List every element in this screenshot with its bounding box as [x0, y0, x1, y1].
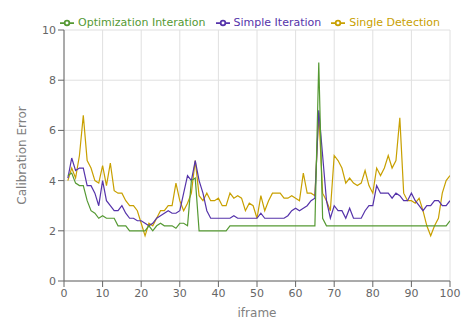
svg-text:30: 30: [173, 287, 187, 300]
svg-text:iframe: iframe: [238, 306, 277, 320]
svg-text:10: 10: [96, 287, 110, 300]
svg-text:50: 50: [250, 287, 264, 300]
svg-text:60: 60: [289, 287, 303, 300]
svg-text:8: 8: [49, 74, 56, 87]
html-text:Single Detection: Single Detection: [349, 16, 440, 29]
svg-text:40: 40: [211, 287, 225, 300]
svg-text:4: 4: [49, 175, 56, 188]
svg-text:2: 2: [49, 225, 56, 238]
svg-text:Calibration Error: Calibration Error: [15, 106, 29, 204]
svg-text:10: 10: [42, 24, 56, 37]
svg-text:0: 0: [61, 287, 68, 300]
svg-text:6: 6: [49, 124, 56, 137]
svg-text:0: 0: [49, 275, 56, 288]
svg-text:80: 80: [366, 287, 380, 300]
svg-text:100: 100: [440, 287, 461, 300]
svg-text:70: 70: [327, 287, 341, 300]
svg-text:20: 20: [134, 287, 148, 300]
svg-text:90: 90: [404, 287, 418, 300]
html-text:Simple Iteration: Simple Iteration: [233, 16, 322, 29]
html-text:Optimization Interation: Optimization Interation: [78, 16, 206, 29]
